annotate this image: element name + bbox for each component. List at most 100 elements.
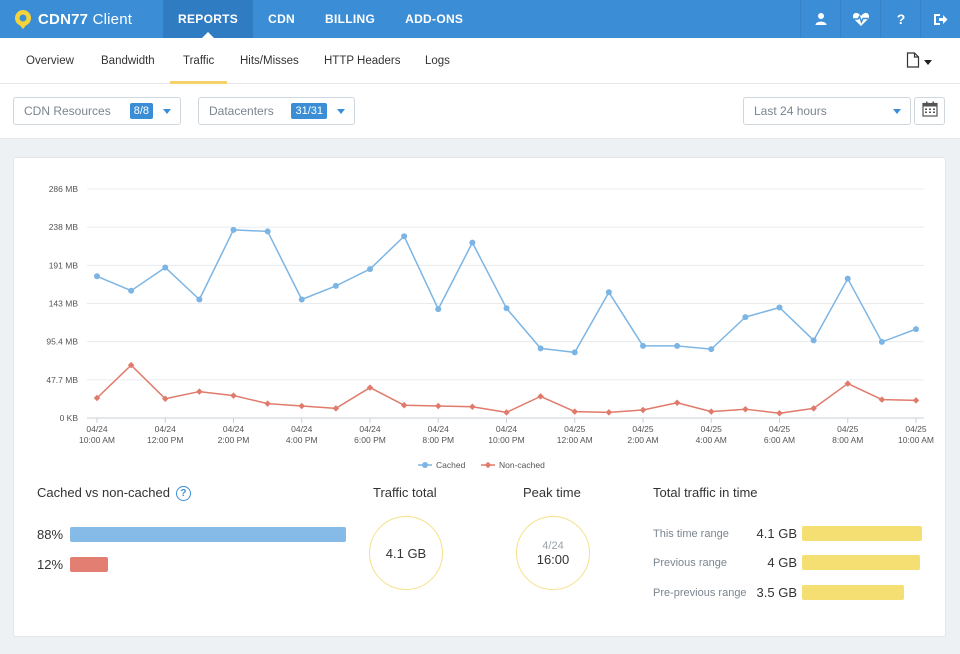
topnav-cdn[interactable]: CDN — [268, 12, 296, 26]
data-point — [810, 337, 817, 344]
data-point — [298, 296, 305, 303]
calendar-button[interactable] — [914, 97, 945, 125]
export-button[interactable] — [906, 51, 936, 73]
data-point — [674, 342, 681, 349]
data-point — [469, 239, 476, 246]
data-point — [366, 384, 374, 391]
data-point — [469, 403, 476, 411]
range-value-pre-previous: 3.5 GB — [756, 585, 797, 600]
data-point — [639, 406, 647, 414]
x-tick-date: 04/25 — [564, 424, 586, 434]
cdn-resources-dropdown[interactable]: CDN Resources 8/8 — [13, 97, 181, 125]
data-point — [401, 233, 408, 240]
y-tick-label: 286 MB — [49, 184, 79, 194]
traffic-chart: 0 KB 47.7 MB 95.4 MB 143 MB 191 MB 238 MB 286 … — [46, 184, 934, 470]
x-tick-date: 04/24 — [428, 424, 450, 434]
peak-time-title: Peak time — [523, 485, 581, 500]
series-line-cached — [96, 229, 917, 354]
x-tick-time: 4:00 PM — [286, 435, 318, 445]
x-tick-date: 04/25 — [701, 424, 723, 434]
tab-hits-misses[interactable]: Hits/Misses — [240, 55, 299, 67]
data-point — [844, 380, 852, 387]
range-bar-previous — [802, 555, 920, 570]
tab-overview[interactable]: Overview — [26, 55, 74, 67]
data-point — [742, 405, 749, 413]
help-icon[interactable]: ? — [880, 0, 920, 38]
time-range-select[interactable]: Last 24 hours — [743, 97, 911, 125]
y-tick-label: 238 MB — [49, 222, 79, 232]
data-point — [503, 409, 510, 416]
data-point — [605, 409, 613, 416]
logout-icon[interactable] — [920, 0, 960, 38]
peak-time-value: 16:00 — [536, 551, 570, 567]
traffic-total-title: Traffic total — [373, 485, 437, 500]
document-icon — [906, 51, 920, 73]
data-point — [742, 314, 749, 321]
svg-text:?: ? — [896, 12, 905, 26]
x-tick-time: 6:00 PM — [354, 435, 386, 445]
x-tick-time: 10:00 AM — [79, 435, 115, 445]
data-point — [196, 296, 203, 303]
caret-down-icon — [163, 108, 171, 114]
x-tick-date: 04/24 — [496, 424, 518, 434]
logo[interactable]: CDN77 Client — [0, 0, 163, 38]
data-point — [673, 399, 681, 407]
tab-bandwidth[interactable]: Bandwidth — [101, 55, 155, 67]
legend-marker — [484, 461, 492, 469]
cached-percent: 88% — [37, 527, 64, 542]
help-icon[interactable]: ? — [175, 486, 191, 502]
chevron-down-icon — [924, 59, 932, 65]
user-icon[interactable] — [800, 0, 840, 38]
y-tick-label: 143 MB — [49, 299, 79, 309]
data-point — [264, 228, 271, 235]
top-nav: REPORTS CDN BILLING ADD-ONS — [163, 0, 478, 38]
data-point — [230, 226, 237, 233]
peak-date: 4/24 — [542, 539, 564, 552]
data-point — [332, 282, 339, 289]
brand-suffix: Client — [92, 10, 133, 28]
x-tick-time: 2:00 AM — [627, 435, 658, 445]
topnav-billing[interactable]: BILLING — [325, 12, 376, 26]
x-tick-time: 10:00 PM — [488, 435, 524, 445]
data-point — [128, 287, 135, 294]
data-point — [503, 305, 510, 312]
y-tick-label: 47.7 MB — [46, 375, 78, 385]
data-point — [640, 342, 646, 349]
data-point — [878, 396, 886, 403]
tab-traffic[interactable]: Traffic — [169, 38, 228, 84]
top-bar: CDN77 Client REPORTS CDN BILLING ADD-ONS… — [0, 0, 960, 38]
data-point — [400, 401, 408, 409]
range-label-pre-previous: Pre-previous range — [653, 587, 747, 599]
y-tick-label: 0 KB — [60, 413, 79, 423]
data-point — [571, 349, 578, 356]
y-tick-label: 191 MB — [49, 260, 79, 270]
topnav-addons[interactable]: ADD-ONS — [405, 12, 464, 26]
x-tick-time: 12:00 PM — [147, 435, 183, 445]
tab-http-headers[interactable]: HTTP Headers — [324, 55, 401, 67]
cached-bar — [70, 527, 346, 542]
data-point — [776, 409, 783, 417]
top-icons: ? — [800, 0, 960, 38]
datacenters-dropdown[interactable]: Datacenters 31/31 — [198, 97, 355, 125]
data-point — [162, 264, 169, 271]
data-point — [127, 361, 135, 369]
range-label-this: This time range — [653, 528, 729, 540]
data-point — [161, 395, 169, 403]
cdn-resources-label: CDN Resources — [24, 104, 111, 118]
x-tick-time: 12:00 AM — [557, 435, 593, 445]
range-label-previous: Previous range — [653, 557, 727, 569]
brand-name: CDN77 — [38, 10, 89, 28]
range-bar-pre-previous — [802, 585, 904, 600]
topnav-reports[interactable]: REPORTS — [163, 0, 254, 38]
cdn-resources-badge: 8/8 — [129, 103, 153, 119]
data-point — [707, 408, 715, 415]
cached-vs-noncached-title: Cached vs non-cached — [37, 485, 170, 500]
tab-logs[interactable]: Logs — [425, 55, 450, 67]
traffic-total-value: 4.1 GB — [385, 545, 427, 561]
x-tick-date: 04/24 — [223, 424, 245, 434]
data-point — [264, 400, 271, 407]
x-tick-date: 04/25 — [632, 424, 654, 434]
data-point — [367, 266, 373, 273]
data-point — [912, 397, 920, 404]
heartbeat-icon[interactable] — [840, 0, 880, 38]
